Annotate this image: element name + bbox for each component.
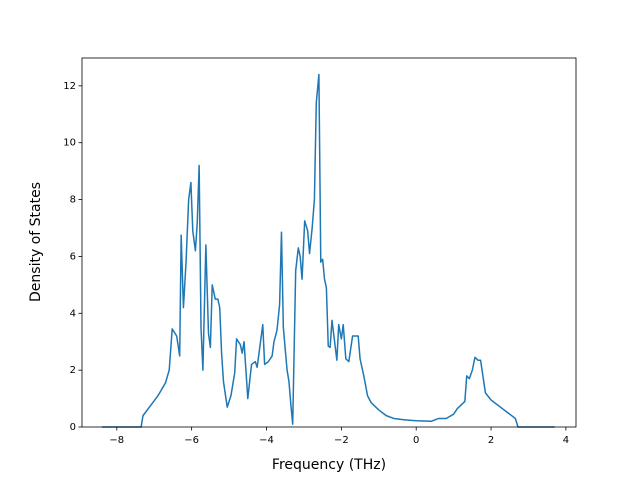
data-line: [101, 73, 555, 428]
x-tick-label: 2: [488, 435, 494, 446]
y-tick-label: 2: [70, 365, 76, 376]
x-tick-label: 0: [413, 435, 419, 446]
y-tick-label: 10: [63, 138, 76, 149]
y-tick-label: 8: [70, 195, 76, 206]
x-tick-label: −8: [109, 435, 124, 446]
x-tick-label: −4: [259, 435, 274, 446]
y-tick-label: 12: [63, 81, 76, 92]
y-tick-label: 4: [70, 308, 76, 319]
x-tick-label: −2: [334, 435, 349, 446]
y-axis-label: Density of States: [28, 182, 44, 302]
x-tick-label: −6: [184, 435, 199, 446]
x-tick-label: 4: [563, 435, 569, 446]
y-tick-label: 6: [70, 251, 76, 262]
y-tick-label: 0: [70, 422, 76, 433]
x-axis-label: Frequency (THz): [272, 457, 386, 473]
axes-frame: [81, 57, 577, 428]
